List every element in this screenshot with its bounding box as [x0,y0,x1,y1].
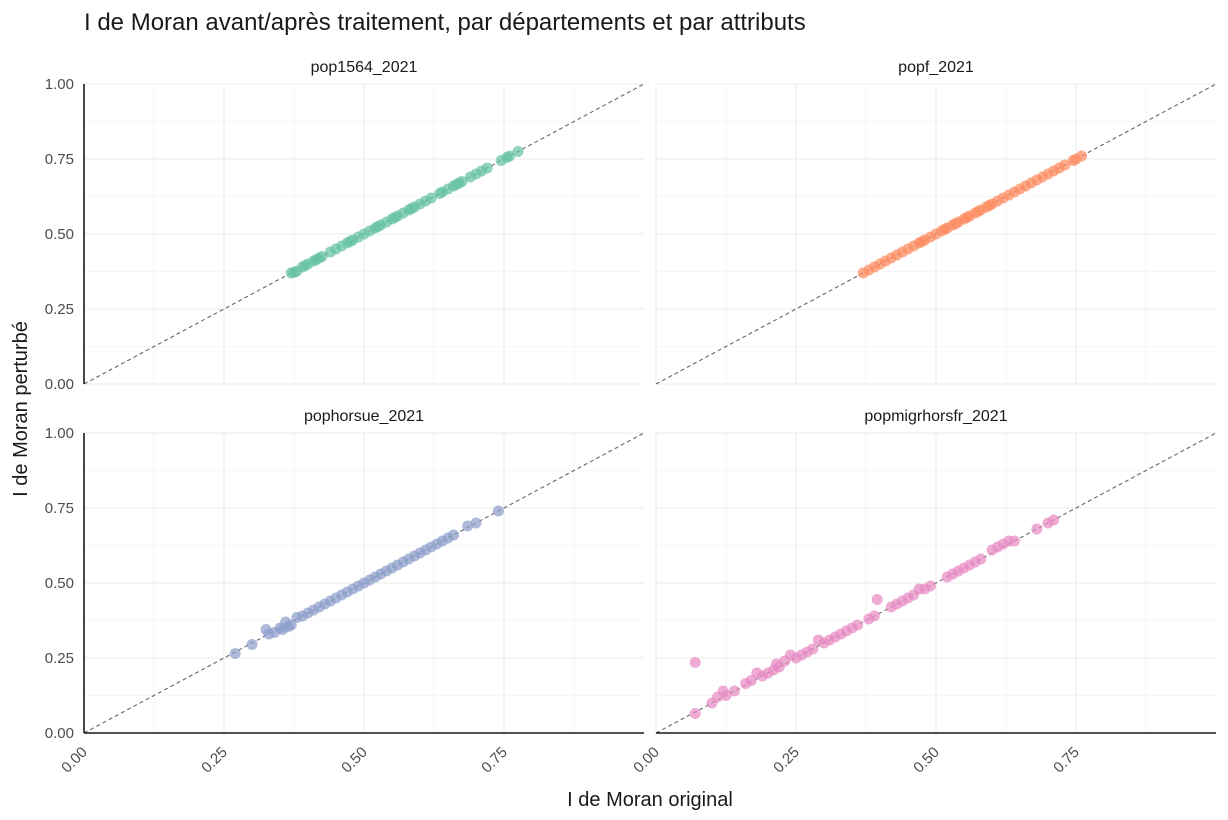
data-point [246,639,258,650]
data-point [462,520,474,532]
data-point [868,610,880,622]
y-tick-label: 0.00 [45,725,74,742]
panel-pop1564_2021: pop1564_2021 0.00 0.25 0.50 0.75 1.00 [45,59,645,393]
data-point [975,553,987,565]
data-point [689,657,701,668]
data-point [492,505,504,517]
panels-layer: pop1564_2021 0.00 0.25 0.50 0.75 1.00 popf_202… [45,59,1217,777]
panel-strip-label: popf_2021 [898,59,974,76]
y-tick-label: 0.75 [45,500,74,517]
y-tick-label: 0.50 [45,226,74,243]
data-point [852,619,864,631]
data-point [924,580,936,592]
data-point [316,251,328,262]
data-point [720,690,732,701]
data-point [689,708,701,719]
panel-popf_2021: popf_2021 [655,59,1217,385]
y-tick-label: 0.00 [45,376,74,393]
y-tick-label: 0.50 [45,575,74,592]
panel-popmigrhorsfr_2021: popmigrhorsfr_2021 0.00 0.25 0.50 0.75 [630,408,1217,777]
data-point [1008,535,1020,547]
data-point [425,192,437,204]
x-tick-label: 0.00 [630,744,663,777]
x-tick-label: 0.25 [770,744,803,777]
y-tick-label: 1.00 [45,425,74,442]
data-point [728,685,740,697]
data-point [285,619,297,631]
y-tick-label: 0.75 [45,151,74,168]
y-axis-title: I de Moran perturbé [10,321,32,497]
data-point [481,162,493,174]
y-tick-label: 1.00 [45,76,74,93]
data-point [1076,150,1088,162]
data-point [512,146,524,157]
x-tick-label: 0.75 [478,744,511,777]
x-tick-label: 0.25 [198,744,231,777]
panel-strip-label: pophorsue_2021 [304,408,424,425]
data-point [1048,514,1060,526]
data-point [456,176,468,187]
data-point [448,529,460,541]
data-point [470,517,482,529]
data-point [229,648,241,659]
data-point [1031,523,1043,535]
x-tick-label: 0.50 [910,744,943,777]
x-tick-label: 0.00 [58,744,91,777]
data-point [871,594,883,605]
x-axis-title: I de Moran original [567,789,733,811]
panel-pophorsue_2021: pophorsue_2021 0.00 0.25 0.50 0.75 1.00 0.00 0.… [45,408,645,777]
data-point [504,150,516,162]
data-point [807,643,819,655]
panel-strip-label: pop1564_2021 [311,59,418,76]
x-tick-label: 0.50 [338,744,371,777]
x-tick-label: 0.75 [1050,744,1083,777]
data-point [1059,159,1071,171]
y-tick-label: 0.25 [45,301,74,318]
y-tick-label: 0.25 [45,650,74,667]
chart-title: I de Moran avant/après traitement, par d… [84,9,806,36]
data-point [745,675,757,686]
panel-strip-label: popmigrhorsfr_2021 [864,408,1007,425]
